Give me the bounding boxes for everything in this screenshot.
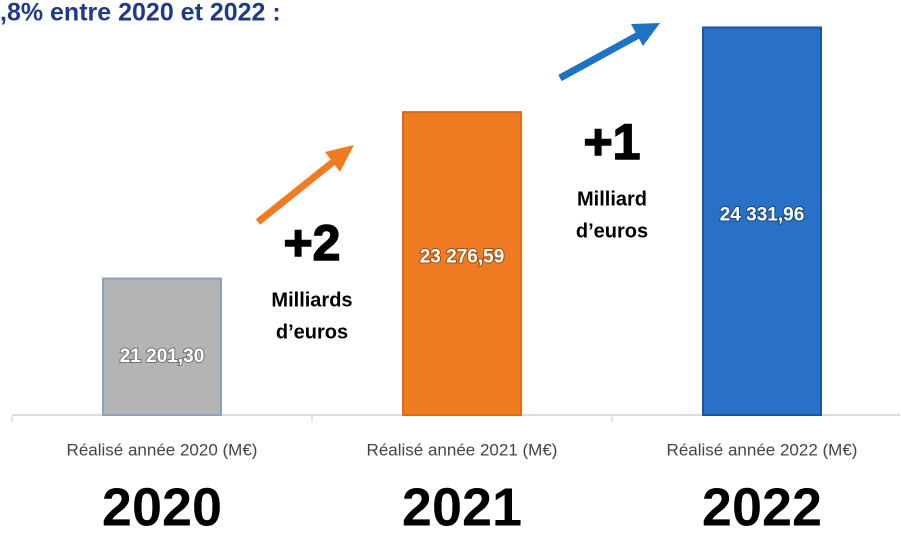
annotation-text: Milliards [271,289,352,311]
value-label: 24 331,96 [720,204,805,225]
x-tick-label: Réalisé année 2022 (M€) [667,440,858,459]
bar [102,277,222,416]
annotation-big: +1 [583,114,640,170]
annotation-text: d’euros [276,321,348,343]
annotation-text: d’euros [576,220,648,242]
x-tick-label: Réalisé année 2021 (M€) [367,440,558,459]
year-label: 2020 [102,477,222,533]
bar [402,111,522,416]
value-label: 23 276,59 [420,247,505,268]
annotation-big: +2 [283,215,340,271]
x-tick-label: Réalisé année 2020 (M€) [67,440,258,459]
arrow-blue [558,23,660,82]
value-label: 21 201,30 [120,346,205,367]
year-label: 2022 [702,477,822,533]
chart-title: ,8% entre 2020 et 2022 : [0,0,281,27]
year-label: 2021 [402,477,522,533]
bar [702,26,822,417]
arrow-orange [255,145,354,225]
annotation-text: Milliard [577,188,647,210]
